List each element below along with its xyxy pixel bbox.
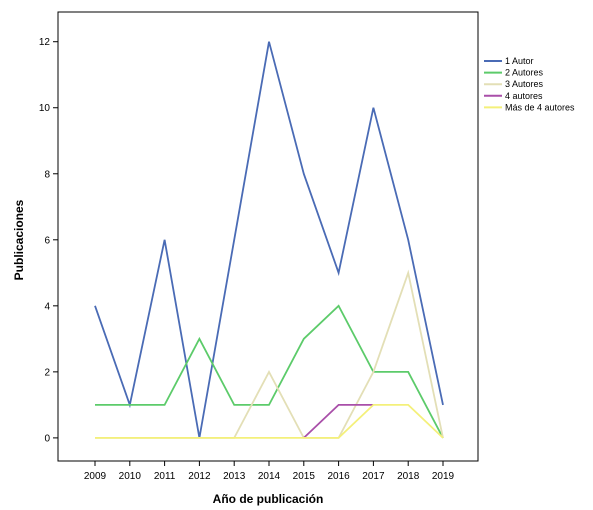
- y-axis: 0 2 4 6 8 10 12: [39, 37, 58, 444]
- series-lines: [94, 41, 444, 439]
- y-tick-label: 12: [39, 37, 51, 48]
- x-tick-label: 2014: [258, 471, 281, 482]
- plot-frame: [57, 11, 479, 462]
- x-axis: 2009 2010 2011 2012 2013 2014 2015 2016 2017 2018…: [84, 461, 455, 482]
- legend-label: 1 Autor: [505, 56, 534, 66]
- legend-label: 2 Autores: [505, 68, 544, 78]
- series-line-2: [95, 304, 444, 439]
- legend-label: 4 autores: [505, 91, 543, 101]
- series-line-3: [95, 269, 444, 439]
- x-tick-label: 2015: [293, 471, 316, 482]
- x-axis-title: Año de publicación: [213, 492, 324, 506]
- x-tick-label: 2019: [432, 471, 455, 482]
- y-tick-label: 10: [39, 103, 51, 114]
- y-tick-label: 0: [44, 433, 50, 444]
- x-tick-label: 2018: [397, 471, 420, 482]
- x-tick-label: 2010: [119, 471, 142, 482]
- legend-label: 3 Autores: [505, 79, 544, 89]
- x-tick-label: 2011: [154, 471, 176, 482]
- series-line-5: [95, 403, 444, 439]
- y-tick-label: 8: [44, 169, 50, 180]
- x-tick-label: 2013: [223, 471, 246, 482]
- y-tick-label: 6: [44, 235, 50, 246]
- legend-label: Más de 4 autores: [505, 102, 575, 112]
- x-tick-label: 2012: [188, 471, 211, 482]
- y-tick-label: 2: [44, 367, 50, 378]
- y-tick-label: 4: [44, 301, 50, 312]
- series-line-1: [94, 41, 444, 439]
- x-tick-label: 2016: [327, 471, 350, 482]
- y-axis-title: Publicaciones: [12, 199, 26, 280]
- x-tick-label: 2017: [362, 471, 385, 482]
- x-tick-label: 2009: [84, 471, 107, 482]
- series-line-4: [303, 403, 374, 439]
